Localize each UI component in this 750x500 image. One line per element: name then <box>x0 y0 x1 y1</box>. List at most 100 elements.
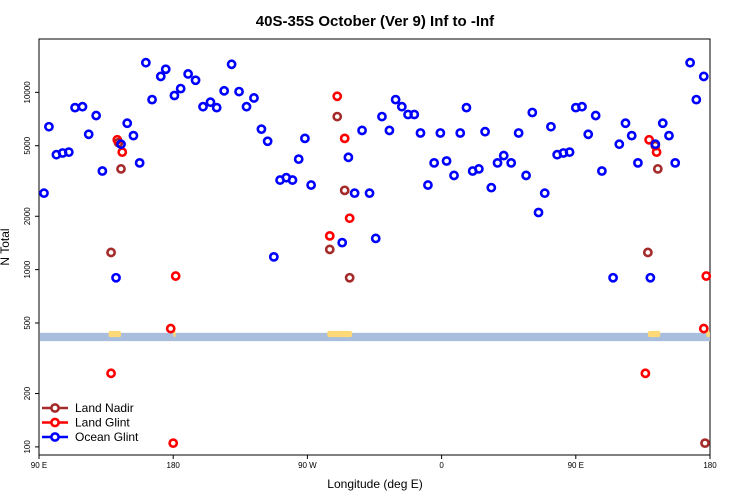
data-point <box>700 438 710 449</box>
data-point <box>211 102 222 113</box>
y-tick-label: 100 <box>23 440 32 454</box>
data-point <box>583 129 594 140</box>
data-point <box>670 158 681 168</box>
data-point <box>198 101 208 112</box>
data-point <box>332 111 343 122</box>
chart-title: 40S-35S October (Ver 9) Inf to -Inf <box>256 13 495 30</box>
data-point <box>429 158 440 168</box>
data-point <box>492 158 503 168</box>
data-point <box>116 139 126 150</box>
plot-frame <box>38 38 711 456</box>
data-point <box>521 170 531 181</box>
data-point <box>205 97 216 108</box>
x-tick-label: 180 <box>703 461 717 470</box>
data-point <box>533 207 544 218</box>
data-point <box>596 166 607 176</box>
map-strip <box>40 330 710 342</box>
data-point <box>349 188 360 199</box>
y-tick-label: 200 <box>23 386 32 400</box>
data-point <box>449 170 459 181</box>
data-point <box>590 110 601 121</box>
data-point <box>268 251 279 262</box>
data-point <box>226 59 237 70</box>
legend-label: Land Glint <box>75 416 130 430</box>
data-point <box>234 86 244 97</box>
data-point <box>128 130 139 141</box>
data-point <box>435 128 446 138</box>
data-point <box>106 247 116 258</box>
data-point <box>480 126 490 137</box>
data-point <box>337 237 348 248</box>
data-point <box>77 101 88 112</box>
data-point <box>441 156 452 166</box>
data-point <box>249 93 259 103</box>
data-point <box>357 125 367 136</box>
data-point <box>241 101 252 112</box>
data-point <box>183 69 194 79</box>
data-point <box>256 124 267 135</box>
data-point <box>190 75 201 86</box>
data-point <box>652 164 663 174</box>
land-segment <box>173 330 176 338</box>
data-point <box>70 102 80 113</box>
data-point <box>644 134 655 145</box>
data-point <box>633 158 643 168</box>
x-axis-label: Longitude (deg E) <box>327 477 422 491</box>
data-point <box>657 118 668 129</box>
data-point <box>106 368 116 379</box>
y-tick-label: 10000 <box>23 81 32 104</box>
y-axis-label: N Total <box>0 228 12 265</box>
data-point <box>564 147 575 158</box>
data-point <box>83 129 94 140</box>
data-point <box>168 438 179 449</box>
y-tick-label: 2000 <box>23 207 32 225</box>
data-point <box>377 111 387 122</box>
land-segment <box>327 330 353 338</box>
x-tick-label: 90 E <box>568 461 584 470</box>
data-point <box>332 91 343 102</box>
x-axis: 90 E 180 90 W 0 90 E 180 <box>31 455 717 470</box>
data-point <box>160 64 171 75</box>
data-point <box>219 85 230 96</box>
data-point <box>91 110 102 121</box>
data-point <box>390 94 401 105</box>
data-point <box>626 130 637 141</box>
land-segment <box>108 330 122 338</box>
x-tick-label: 180 <box>167 461 181 470</box>
data-point <box>134 158 145 168</box>
legend-label: Land Nadir <box>75 401 134 415</box>
land-segment <box>706 330 710 338</box>
data-point <box>147 94 157 105</box>
data-point <box>262 136 273 147</box>
data-point <box>175 83 186 94</box>
data-point <box>339 133 350 144</box>
data-point <box>640 368 651 379</box>
data-point <box>701 271 712 281</box>
data-point <box>97 166 108 176</box>
data-point <box>650 139 661 150</box>
series-ocean-glint <box>39 57 709 283</box>
data-point <box>63 147 74 158</box>
data-point <box>343 152 354 163</box>
data-point <box>506 158 517 168</box>
series-land-nadir <box>106 111 710 449</box>
data-point <box>608 272 618 283</box>
data-point <box>122 118 133 129</box>
data-point <box>614 139 625 150</box>
data-point <box>423 180 433 190</box>
data-point <box>645 272 656 283</box>
data-point <box>685 57 696 68</box>
data-point <box>539 188 550 199</box>
data-point <box>577 101 587 112</box>
data-point <box>165 323 176 334</box>
data-point <box>293 154 304 165</box>
data-point <box>344 213 355 224</box>
data-point <box>455 128 466 138</box>
data-point <box>486 182 497 193</box>
y-axis: 100 200 500 1000 2000 5000 10000 <box>23 81 39 454</box>
data-point <box>300 133 310 144</box>
data-point <box>396 101 407 112</box>
data-point <box>620 118 631 129</box>
data-point <box>170 271 181 281</box>
data-point <box>155 71 166 82</box>
